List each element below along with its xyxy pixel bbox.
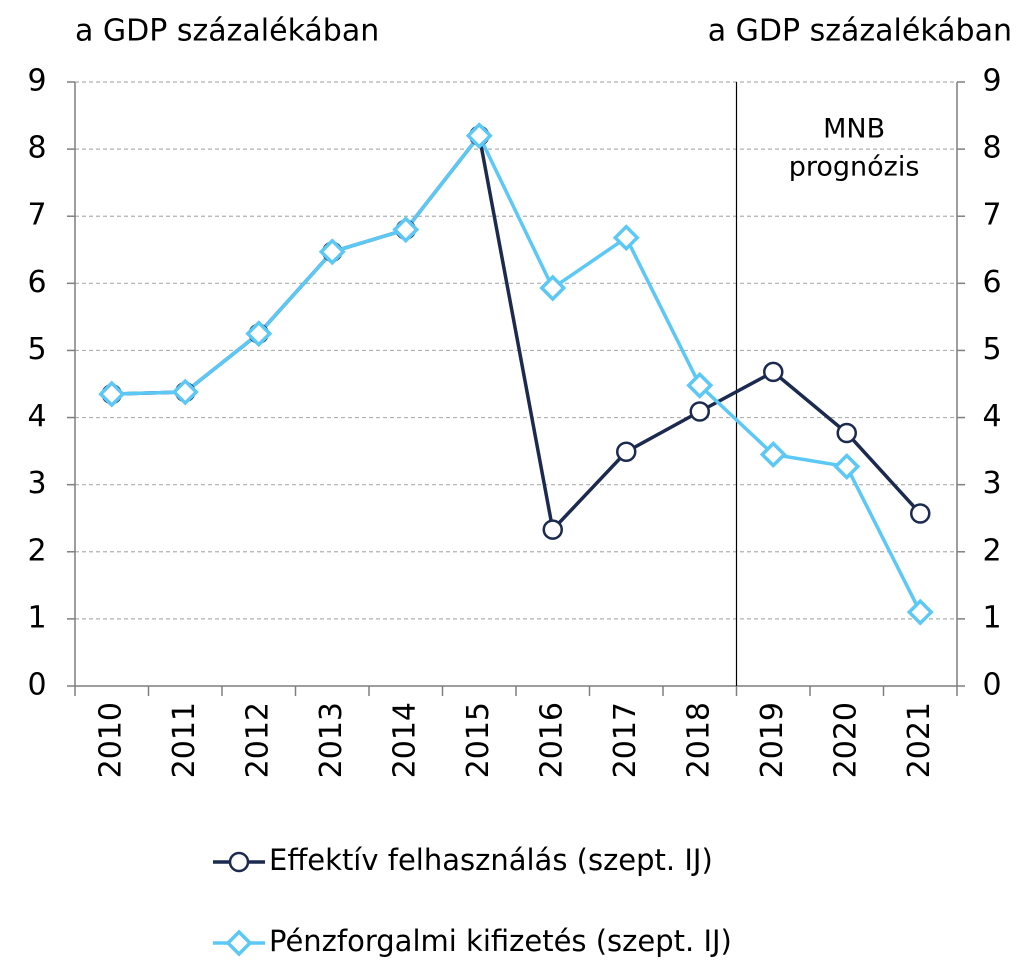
- point: [686, 371, 714, 399]
- y2-tick-label: 3: [982, 466, 1001, 501]
- y-axis-label: a GDP százalékában: [75, 14, 379, 49]
- x-tick-label: 2010: [93, 702, 128, 778]
- legend-marker: [228, 851, 250, 873]
- y2-tick-label: 0: [982, 668, 1001, 703]
- y2-tick-label: 9: [982, 64, 1001, 99]
- x-tick-label: 2019: [755, 702, 790, 778]
- point: [763, 361, 784, 383]
- y2-tick-label: 2: [982, 533, 1001, 568]
- x-tick-label: 2021: [902, 702, 937, 778]
- y-tick-label: 3: [27, 466, 46, 501]
- point: [612, 224, 640, 252]
- x-tick-label: 2013: [314, 702, 349, 778]
- point: [392, 216, 420, 244]
- x-tick-label: 2011: [167, 702, 202, 778]
- point: [910, 503, 931, 524]
- point: [171, 378, 199, 406]
- x-tick-label: 2012: [240, 702, 275, 778]
- y-tick-label: 7: [27, 198, 46, 233]
- legend-label: Pénzforgalmi kifizetés (szept. IJ): [269, 924, 732, 958]
- y-tick-label: 5: [27, 332, 46, 367]
- x-tick-label: 2015: [461, 702, 496, 778]
- x-tick-label: 2014: [387, 702, 422, 778]
- y-tick-label: 2: [27, 533, 46, 568]
- y2-tick-label: 1: [982, 600, 1001, 635]
- point: [759, 440, 787, 468]
- y-tick-label: 9: [27, 64, 46, 99]
- y2-tick-label: 4: [982, 399, 1001, 434]
- x-tick-label: 2020: [828, 702, 863, 778]
- point: [833, 453, 861, 481]
- point: [616, 441, 637, 463]
- y-tick-label: 1: [27, 600, 46, 635]
- y2-tick-label: 8: [982, 131, 1001, 166]
- point: [465, 122, 493, 150]
- point: [836, 422, 857, 444]
- y-tick-label: 4: [27, 399, 46, 434]
- annotation: MNB: [823, 114, 885, 145]
- x-tick-label: 2017: [608, 702, 643, 778]
- y-tick-label: 6: [27, 265, 46, 300]
- y2-tick-label: 6: [982, 265, 1001, 300]
- point: [98, 380, 126, 408]
- annotation: prognózis: [789, 152, 920, 183]
- series-line: [111, 133, 922, 613]
- point: [542, 519, 563, 540]
- y2-axis-label: a GDP százalékában: [708, 14, 1012, 49]
- y-tick-label: 8: [27, 131, 46, 166]
- y-tick-label: 0: [27, 668, 46, 703]
- y2-tick-label: 7: [982, 198, 1001, 233]
- series-line: [111, 133, 922, 532]
- point: [245, 320, 273, 348]
- point: [689, 401, 710, 422]
- legend-label: Effektív felhasználás (szept. IJ): [269, 843, 713, 877]
- y2-tick-label: 5: [982, 332, 1001, 367]
- point: [539, 274, 567, 302]
- x-tick-label: 2016: [534, 702, 569, 778]
- x-tick-label: 2018: [681, 702, 716, 778]
- point: [906, 598, 934, 626]
- point: [318, 238, 346, 266]
- legend-marker: [225, 929, 253, 957]
